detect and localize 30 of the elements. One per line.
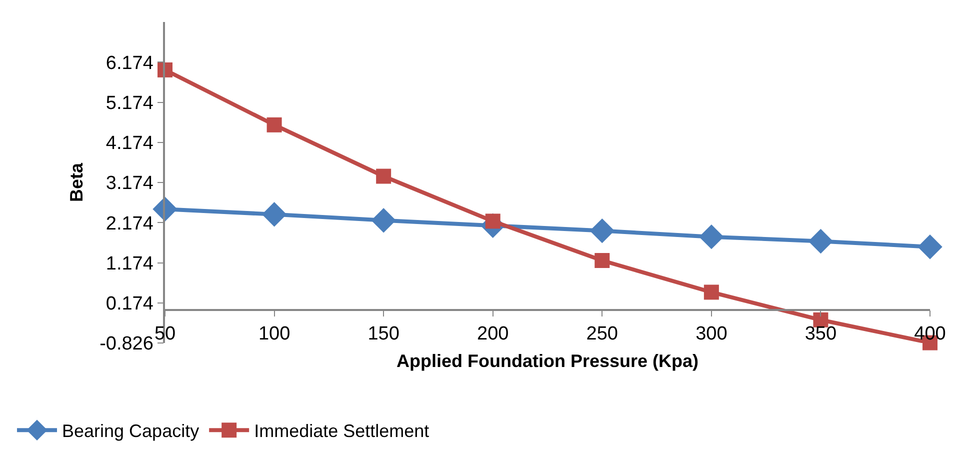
- point: [813, 312, 828, 328]
- x-tick-label: 200: [477, 323, 509, 344]
- point: [376, 168, 392, 184]
- y-tick-label: 5.174: [106, 92, 154, 114]
- point: [918, 234, 942, 260]
- y-tick-label: 6.174: [106, 52, 154, 74]
- legend-label: Bearing Capacity: [62, 421, 200, 442]
- y-tick-label: 3.174: [106, 173, 154, 194]
- x-tick-label: 50: [154, 323, 176, 344]
- y-tick-label: 4.174: [106, 133, 154, 154]
- y-tick-label: 1.174: [106, 253, 154, 274]
- y-tick-label: -0.826: [100, 334, 154, 355]
- x-tick-label: 300: [696, 323, 728, 344]
- y-axis-title: Beta: [66, 162, 86, 202]
- y-tick-label: 0.174: [106, 294, 154, 315]
- x-tick-label: 150: [368, 323, 400, 344]
- point: [371, 208, 396, 233]
- point: [262, 202, 287, 227]
- point: [594, 253, 610, 268]
- point: [808, 228, 834, 254]
- point: [704, 284, 719, 300]
- x-tick-label: 100: [258, 323, 290, 344]
- x-tick-label: 250: [586, 323, 618, 344]
- legend-label: Immediate Settlement: [254, 421, 430, 442]
- x-axis-title: Applied Foundation Pressure (Kpa): [396, 351, 699, 372]
- point: [590, 218, 614, 244]
- y-tick-label: 2.174: [106, 213, 154, 234]
- point: [699, 224, 724, 250]
- x-tick-label: 350: [804, 323, 837, 344]
- point: [266, 117, 282, 132]
